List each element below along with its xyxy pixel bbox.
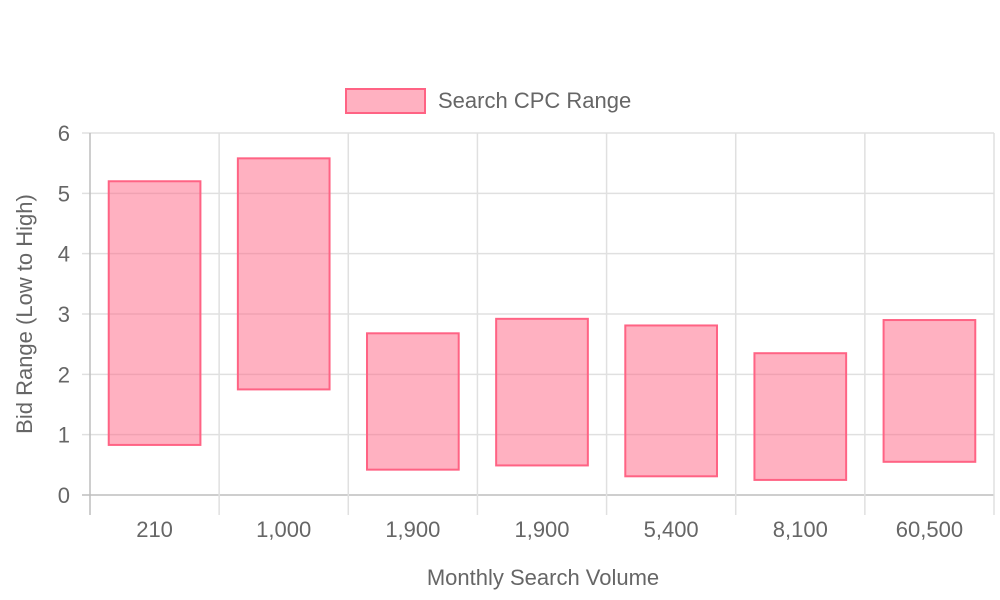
y-tick-label: 4 [58, 242, 70, 267]
y-axis-ticks: 0 1 2 3 4 5 6 [58, 121, 70, 508]
bar[interactable] [495, 317, 589, 467]
bar[interactable] [753, 352, 848, 481]
bars [107, 157, 977, 481]
x-tick-label: 60,500 [896, 517, 963, 542]
x-tick-label: 8,100 [773, 517, 828, 542]
y-tick-label: 6 [58, 121, 70, 146]
legend-swatch [345, 88, 426, 114]
y-tick-label: 3 [58, 302, 70, 327]
bar[interactable] [107, 180, 202, 446]
x-tick-label: 1,000 [256, 517, 311, 542]
x-tick-label: 210 [136, 517, 173, 542]
grid [82, 132, 995, 515]
y-tick-label: 1 [58, 423, 70, 448]
x-tick-label: 1,900 [385, 517, 440, 542]
x-axis-ticks: 210 1,000 1,900 1,900 5,400 8,100 60,500 [136, 517, 963, 542]
y-tick-label: 5 [58, 181, 70, 206]
bar[interactable] [366, 332, 460, 471]
x-tick-label: 1,900 [514, 517, 569, 542]
legend[interactable]: Search CPC Range [345, 88, 631, 114]
y-tick-label: 0 [58, 483, 70, 508]
x-axis-title: Monthly Search Volume [427, 565, 659, 590]
y-axis-title: Bid Range (Low to High) [12, 194, 37, 434]
bar[interactable] [882, 319, 977, 463]
x-tick-label: 5,400 [644, 517, 699, 542]
legend-label: Search CPC Range [438, 88, 631, 113]
bar[interactable] [624, 324, 718, 478]
bar[interactable] [236, 157, 331, 391]
y-tick-label: 2 [58, 362, 70, 387]
